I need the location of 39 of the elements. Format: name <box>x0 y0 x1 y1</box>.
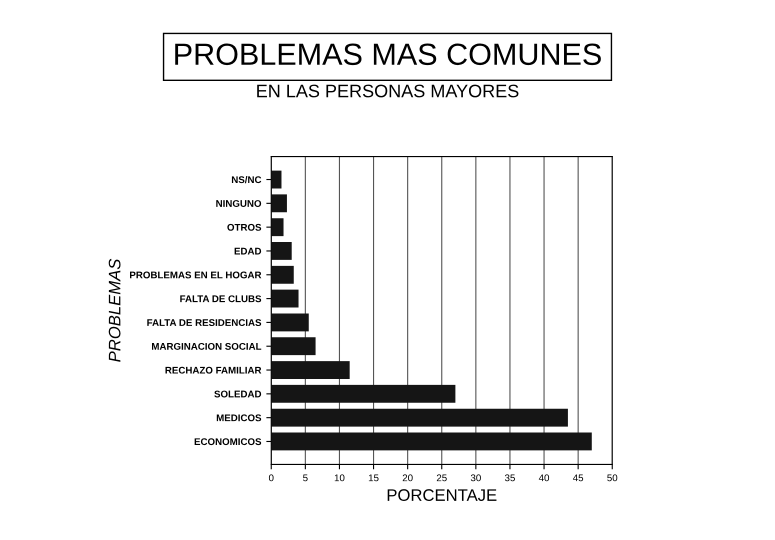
bar <box>271 361 350 379</box>
y-tick-label: OTROS <box>227 224 262 231</box>
x-tick-label: 15 <box>368 474 379 482</box>
bar <box>271 432 592 450</box>
y-tick-label: RECHAZO FAMILIAR <box>166 366 262 374</box>
x-axis-title: PORCENTAJE <box>388 489 496 501</box>
x-tick-label: 25 <box>436 474 447 482</box>
y-tick-label: MARGINACION SOCIAL <box>152 342 262 350</box>
y-tick-label: FALTA DE CLUBS <box>180 295 262 302</box>
bar <box>271 337 316 356</box>
chart-title: PROBLEMAS MAS COMUNES <box>175 43 601 66</box>
bar <box>271 313 309 332</box>
y-tick-label: FALTA DE RESIDENCIAS <box>147 319 262 326</box>
y-tick-label: NINGUNO <box>216 200 262 207</box>
x-tick-label: 10 <box>334 474 344 482</box>
bar <box>271 218 284 236</box>
bar <box>271 408 568 427</box>
bar <box>271 290 299 308</box>
y-tick-label: NS/NC <box>232 176 262 184</box>
bar <box>271 384 456 403</box>
x-tick-label: 30 <box>470 474 481 482</box>
y-axis-title: PROBLEMAS <box>108 258 121 362</box>
bar <box>271 242 292 260</box>
y-tick-label: SOLEDAD <box>214 390 262 398</box>
bar <box>271 266 294 284</box>
x-tick-label: 20 <box>402 474 413 482</box>
bar <box>271 170 282 188</box>
y-tick-label: MEDICOS <box>216 414 262 422</box>
bar <box>271 194 287 212</box>
y-tick-label: ECONOMICOS <box>194 438 262 446</box>
x-tick-label: 5 <box>303 474 308 482</box>
chart-subtitle: EN LAS PERSONAS MAYORES <box>257 84 518 98</box>
x-tick-label: 35 <box>504 474 515 482</box>
y-tick-label: EDAD <box>234 248 262 254</box>
x-tick-label: 40 <box>538 474 550 482</box>
y-tick-label: PROBLEMAS EN EL HOGAR <box>130 272 262 278</box>
x-tick-label: 0 <box>268 474 274 482</box>
x-tick-label: 50 <box>607 474 618 482</box>
x-tick-label: 45 <box>572 474 584 482</box>
